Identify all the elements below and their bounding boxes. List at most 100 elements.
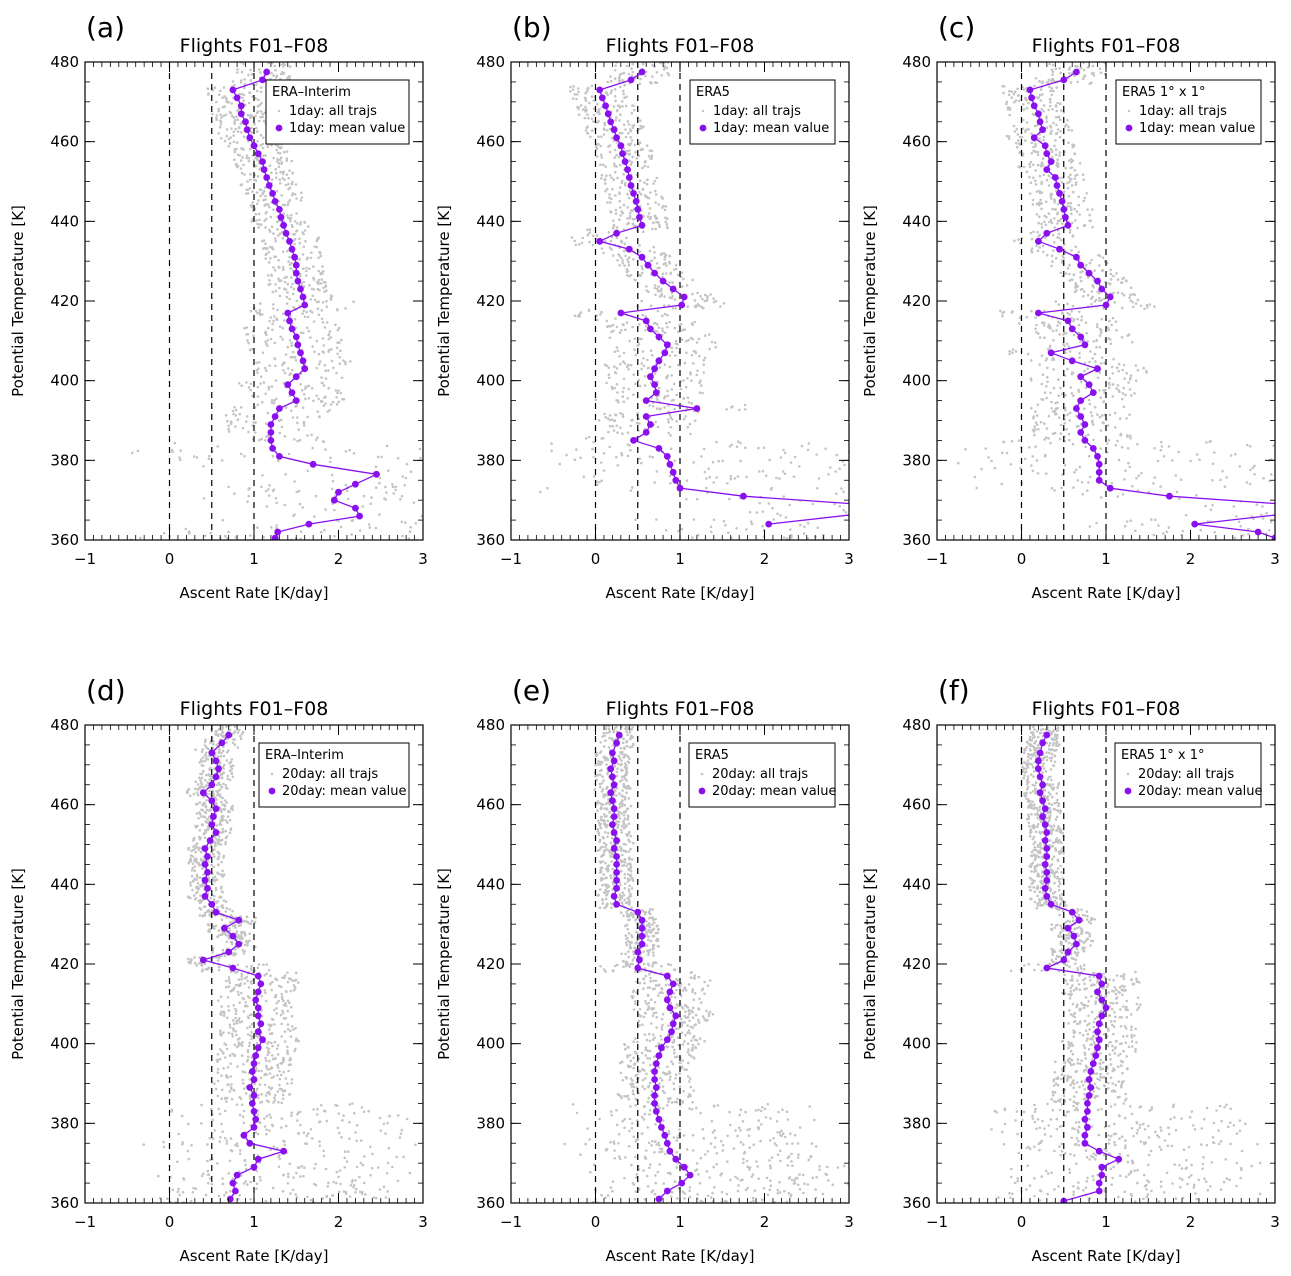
traj-point <box>234 743 237 746</box>
traj-point <box>622 90 625 93</box>
traj-point <box>350 1184 353 1187</box>
traj-point <box>324 395 327 398</box>
traj-point <box>672 307 675 310</box>
traj-point <box>406 1118 409 1121</box>
traj-point <box>301 196 304 199</box>
traj-point <box>630 67 633 70</box>
y-tick-label: 460 <box>50 133 79 151</box>
traj-point <box>1256 503 1259 506</box>
traj-point <box>621 105 624 108</box>
mean-value-point <box>295 341 302 348</box>
traj-point <box>624 255 627 258</box>
traj-point <box>281 996 284 999</box>
traj-point <box>738 409 741 412</box>
traj-point <box>1041 93 1044 96</box>
traj-point <box>192 862 195 865</box>
traj-point <box>662 273 665 276</box>
traj-point <box>584 97 587 100</box>
traj-point <box>1055 413 1058 416</box>
traj-point <box>629 425 632 428</box>
traj-point <box>304 387 307 390</box>
traj-point <box>596 111 599 114</box>
traj-point <box>1177 451 1180 454</box>
traj-point <box>251 1023 254 1026</box>
traj-point <box>1036 231 1039 234</box>
traj-point <box>1058 154 1061 157</box>
traj-point <box>241 732 244 735</box>
traj-point <box>288 256 291 259</box>
traj-point <box>603 452 606 455</box>
mean-value-point <box>613 134 620 141</box>
traj-point <box>761 525 764 528</box>
traj-point <box>273 315 276 318</box>
traj-point <box>195 1187 198 1190</box>
y-axis-label: Potential Temperature [K] <box>435 205 453 397</box>
traj-point <box>220 116 223 119</box>
mean-value-point <box>1062 214 1069 221</box>
traj-point <box>1052 90 1055 93</box>
traj-point <box>232 80 235 83</box>
traj-point <box>1066 182 1069 185</box>
traj-point <box>1112 292 1115 295</box>
traj-point <box>1115 444 1118 447</box>
y-tick-label: 420 <box>476 292 505 310</box>
traj-point <box>1276 445 1279 448</box>
traj-point <box>661 315 664 318</box>
traj-point <box>609 201 612 204</box>
traj-point <box>654 228 657 231</box>
mean-value-point <box>300 357 307 364</box>
traj-point <box>1061 311 1064 314</box>
traj-point <box>267 1023 270 1026</box>
traj-point <box>596 103 599 106</box>
traj-point <box>827 473 830 476</box>
traj-point <box>1031 247 1034 250</box>
traj-point <box>497 481 500 484</box>
traj-point <box>1070 213 1073 216</box>
traj-point <box>240 131 243 134</box>
traj-point <box>1091 296 1094 299</box>
traj-point <box>1035 421 1038 424</box>
traj-point <box>329 457 332 460</box>
traj-point <box>255 83 258 86</box>
traj-point <box>199 829 202 832</box>
traj-point <box>338 1191 341 1194</box>
traj-point <box>131 452 134 455</box>
traj-point <box>1073 208 1076 211</box>
mean-value-point <box>1056 246 1063 253</box>
traj-point <box>233 987 236 990</box>
traj-point <box>1048 184 1051 187</box>
mean-value-point <box>639 69 646 76</box>
traj-point <box>652 405 655 408</box>
traj-point <box>290 409 293 412</box>
traj-point <box>1099 68 1102 71</box>
traj-point <box>1011 90 1014 93</box>
traj-point <box>379 1188 382 1191</box>
traj-point <box>609 425 612 428</box>
traj-point <box>1265 512 1268 515</box>
traj-point <box>616 391 619 394</box>
traj-point <box>295 212 298 215</box>
traj-point <box>1069 412 1072 415</box>
traj-point <box>290 1114 293 1117</box>
traj-point <box>1126 520 1129 523</box>
traj-point <box>1048 86 1051 89</box>
traj-point <box>842 509 845 512</box>
traj-point <box>499 523 502 526</box>
traj-point <box>199 779 202 782</box>
traj-point <box>651 228 654 231</box>
traj-point <box>490 474 493 477</box>
traj-point <box>228 979 231 982</box>
traj-point <box>1033 425 1036 428</box>
traj-point <box>256 1182 259 1185</box>
traj-point <box>1058 394 1061 397</box>
traj-point <box>616 326 619 329</box>
traj-point <box>205 799 208 802</box>
traj-point <box>1072 235 1075 238</box>
x-tick-label: 2 <box>334 550 344 568</box>
traj-point <box>610 198 613 201</box>
traj-point <box>947 521 950 524</box>
traj-point <box>401 1129 404 1132</box>
traj-point <box>268 1028 271 1031</box>
traj-point <box>1048 79 1051 82</box>
